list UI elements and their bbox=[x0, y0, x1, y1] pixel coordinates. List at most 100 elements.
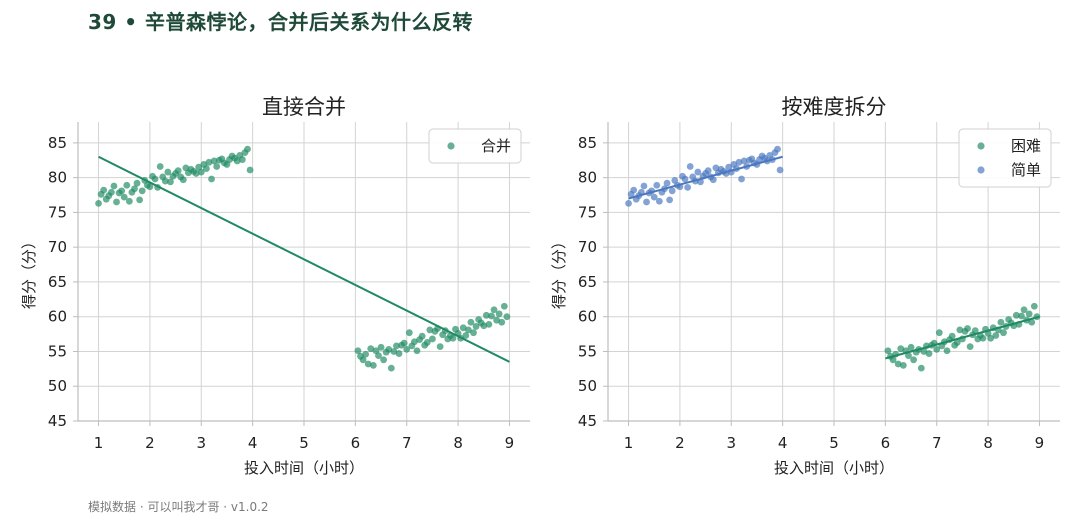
chart1-point-1 bbox=[485, 320, 493, 328]
chart1-point-1 bbox=[467, 318, 475, 326]
chart1-point-1 bbox=[462, 332, 470, 339]
chart1-point-1 bbox=[246, 166, 254, 174]
chart1-point-1 bbox=[138, 187, 146, 195]
chart2-group: 1 2 3 4 5 6 7 8 9455055606570758085按难度拆分投入时间（小时）… bbox=[550, 95, 1060, 477]
chart1-point-1 bbox=[213, 163, 221, 170]
chart2-x-tick-label: 4 bbox=[778, 434, 788, 452]
chart2-point-2 bbox=[738, 175, 745, 183]
chart1-point-1 bbox=[490, 306, 498, 314]
chart1-point-1 bbox=[164, 168, 172, 176]
chart1-point-1 bbox=[125, 197, 133, 205]
chart2-legend-marker bbox=[977, 142, 985, 150]
chart2-point-1 bbox=[894, 360, 902, 368]
chart2-point-1 bbox=[1030, 302, 1038, 310]
chart2-x-tick-label: 7 bbox=[932, 434, 942, 452]
chart2-trend-line-1 bbox=[885, 315, 1040, 360]
chart1-point-1 bbox=[113, 198, 120, 206]
chart2-x-tick-label: 5 bbox=[829, 434, 839, 452]
chart1-point-1 bbox=[362, 350, 370, 358]
chart1-point-1 bbox=[364, 360, 372, 368]
chart1-point-1 bbox=[146, 183, 154, 191]
chart1-point-1 bbox=[413, 347, 421, 355]
chart2-point-1 bbox=[966, 343, 974, 350]
chart1-title: 直接合并 bbox=[262, 95, 346, 119]
chart2-x-tick-label: 3 bbox=[726, 434, 736, 452]
chart2-y-tick-label: 60 bbox=[578, 308, 597, 326]
chart1-legend-marker bbox=[447, 142, 455, 150]
chart1-point-1 bbox=[233, 157, 241, 165]
chart1-y-tick-label: 85 bbox=[48, 134, 67, 152]
chart1-point-1 bbox=[205, 158, 213, 166]
chart2-point-1 bbox=[935, 329, 943, 337]
chart1-point-1 bbox=[380, 356, 388, 364]
chart2-point-2 bbox=[740, 157, 748, 165]
chart1-point-1 bbox=[503, 313, 511, 321]
chart2-legend-label: 简单 bbox=[1011, 161, 1041, 179]
chart2-y-tick-label: 75 bbox=[578, 203, 597, 221]
chart1-group: 1 2 3 4 5 6 7 8 9455055606570758085直接合并投入时间（小时）得… bbox=[20, 95, 530, 477]
chart2-point-2 bbox=[625, 199, 632, 207]
chart1-point-1 bbox=[100, 186, 108, 194]
chart1-x-tick-label: 9 bbox=[505, 434, 515, 452]
chart1-legend bbox=[428, 128, 522, 164]
chart1-point-1 bbox=[203, 165, 210, 172]
chart1-point-1 bbox=[464, 326, 472, 334]
chart2-legend-marker bbox=[977, 166, 985, 174]
chart2-point-1 bbox=[907, 343, 915, 351]
chart2-point-2 bbox=[640, 182, 648, 190]
chart2-point-1 bbox=[889, 356, 897, 364]
chart1-point-1 bbox=[377, 343, 385, 351]
chart2-point-1 bbox=[1025, 310, 1033, 318]
chart2-point-1 bbox=[933, 345, 941, 353]
chart2-point-2 bbox=[643, 198, 650, 206]
chart1-point-1 bbox=[179, 176, 187, 184]
chart1-point-1 bbox=[470, 329, 477, 337]
chart1-x-tick-label: 6 bbox=[351, 434, 361, 452]
chart2-point-2 bbox=[681, 175, 689, 183]
chart2-point-2 bbox=[655, 197, 663, 205]
chart2-point-2 bbox=[650, 193, 658, 201]
chart1-point-1 bbox=[167, 178, 174, 186]
chart1-point-1 bbox=[110, 182, 118, 190]
chart1-y-tick-label: 60 bbox=[48, 308, 67, 326]
chart1-y-tick-label: 75 bbox=[48, 203, 67, 221]
chart2-point-1 bbox=[943, 347, 951, 355]
chart1-point-1 bbox=[95, 199, 102, 207]
chart2-y-tick-label: 70 bbox=[578, 238, 597, 256]
chart2-x-tick-label: 2 bbox=[675, 434, 685, 452]
chart2-point-1 bbox=[884, 347, 892, 355]
chart2-point-2 bbox=[704, 167, 712, 175]
chart1-point-1 bbox=[393, 342, 400, 350]
chart1-point-1 bbox=[426, 326, 434, 334]
chart1-point-1 bbox=[480, 322, 488, 330]
chart2-title: 按难度拆分 bbox=[782, 95, 887, 119]
chart1-point-1 bbox=[449, 334, 457, 342]
chart1-point-1 bbox=[488, 312, 495, 320]
chart2-point-2 bbox=[709, 176, 717, 184]
chart2-point-1 bbox=[897, 345, 905, 353]
chart1-point-1 bbox=[120, 193, 128, 201]
chart1-point-1 bbox=[423, 339, 431, 346]
chart2-point-2 bbox=[630, 186, 638, 194]
chart2-x-tick-label: 6 bbox=[881, 434, 891, 452]
chart1-x-tick-label: 1 bbox=[94, 434, 104, 452]
chart2-point-2 bbox=[776, 166, 784, 174]
chart2-y-tick-label: 45 bbox=[578, 412, 597, 430]
chart2-point-1 bbox=[1012, 311, 1020, 319]
chart1-point-1 bbox=[197, 168, 205, 176]
chart2-point-1 bbox=[917, 364, 925, 372]
chart1-point-1 bbox=[208, 175, 215, 183]
chart1-y-tick-label: 55 bbox=[48, 342, 67, 360]
page-title: 39 • 辛普森悖论，合并后关系为什么反转 bbox=[88, 10, 474, 34]
chart2-y-tick-label: 50 bbox=[578, 377, 597, 395]
chart1-point-1 bbox=[400, 339, 408, 347]
chart1-point-1 bbox=[369, 361, 377, 369]
chart1-point-1 bbox=[390, 348, 398, 355]
chart2-point-1 bbox=[1018, 312, 1025, 320]
footer-note: 模拟数据 · 可以叫我才哥 · v1.0.2 bbox=[88, 500, 269, 514]
chart1-legend-label: 合并 bbox=[481, 137, 511, 155]
chart1-point-1 bbox=[482, 311, 490, 319]
chart2-x-label: 投入时间（小时） bbox=[774, 459, 894, 477]
chart1-point-1 bbox=[174, 167, 182, 175]
chart1-point-1 bbox=[238, 156, 246, 163]
